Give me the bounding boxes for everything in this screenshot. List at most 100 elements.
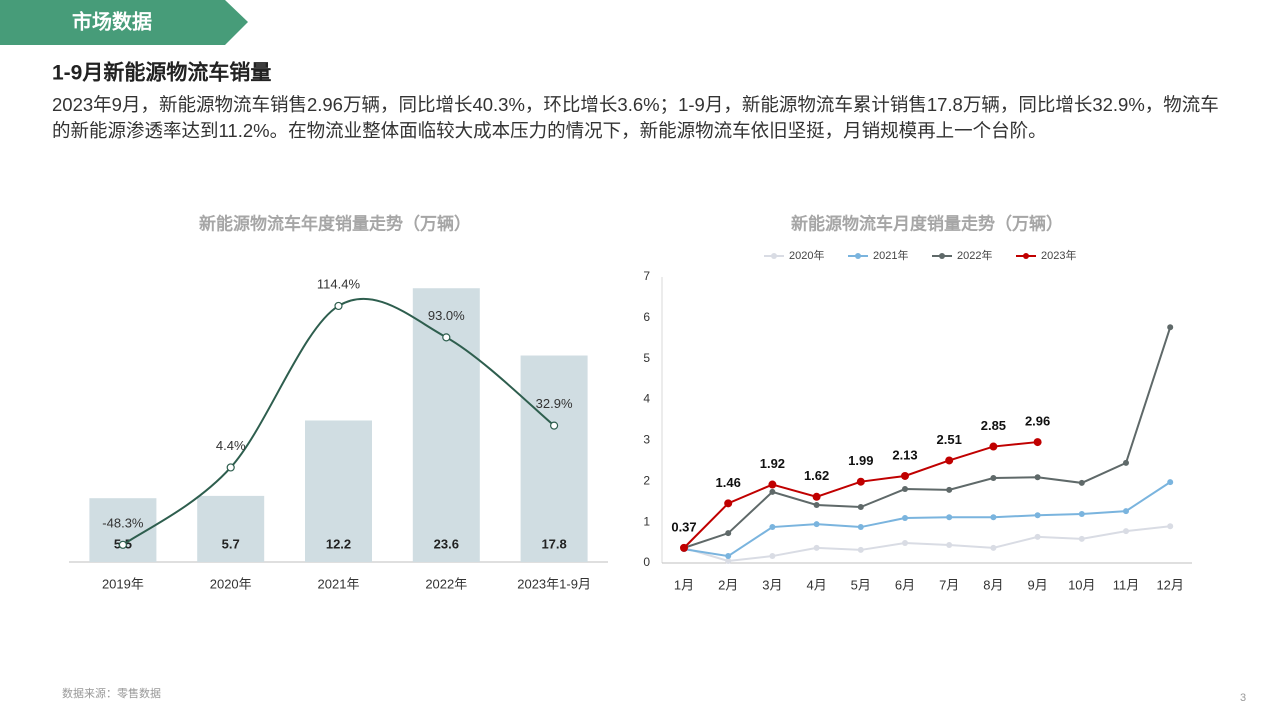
growth-point — [334, 301, 343, 311]
point — [1123, 508, 1129, 515]
point — [1078, 510, 1085, 517]
point — [1078, 479, 1085, 486]
bar — [197, 495, 265, 562]
point — [769, 488, 776, 495]
point — [680, 543, 688, 552]
point — [813, 501, 820, 508]
point — [1033, 438, 1042, 447]
point — [769, 553, 776, 560]
point — [725, 557, 732, 564]
y-tick-label: 2 — [643, 473, 650, 487]
chart-title: 新能源物流车月度销量走势（万辆） — [791, 213, 1063, 233]
point — [902, 539, 908, 546]
x-tick-label: 5月 — [851, 577, 871, 592]
point — [857, 504, 864, 511]
growth-label: 93.0% — [428, 308, 465, 323]
data-label: 2.51 — [937, 432, 962, 447]
point — [1034, 474, 1041, 481]
point — [990, 514, 997, 521]
x-tick-label: 1月 — [674, 577, 694, 592]
y-tick-label: 5 — [643, 351, 650, 365]
x-tick-label: 6月 — [895, 577, 915, 592]
growth-label: 4.4% — [216, 438, 246, 453]
y-tick-label: 3 — [643, 433, 650, 447]
point — [857, 546, 864, 553]
legend-label: 2021年 — [873, 248, 908, 262]
tag-bg — [0, 0, 248, 45]
point — [989, 442, 998, 451]
point — [990, 475, 997, 482]
point — [1167, 324, 1174, 331]
point — [813, 521, 820, 528]
point — [1123, 459, 1129, 466]
point — [724, 499, 733, 508]
growth-label: 114.4% — [317, 276, 361, 291]
point — [946, 542, 953, 549]
x-tick-label: 2021年 — [318, 576, 360, 591]
data-label: 1.99 — [848, 453, 873, 468]
point — [902, 486, 908, 493]
point — [1123, 528, 1129, 535]
legend-label: 2023年 — [1041, 248, 1076, 262]
y-tick-label: 0 — [643, 555, 650, 569]
x-tick-label: 9月 — [1027, 577, 1047, 592]
point — [768, 480, 777, 489]
legend-marker — [771, 253, 777, 259]
legend-marker — [855, 253, 861, 259]
series-line — [683, 481, 1171, 558]
x-tick-label: 2019年 — [102, 576, 144, 591]
x-tick-label: 2022年 — [425, 576, 467, 591]
series-line — [683, 326, 1172, 549]
growth-label: 32.9% — [536, 396, 573, 411]
x-tick-label: 4月 — [806, 577, 826, 592]
data-label: 2.13 — [892, 447, 917, 462]
x-tick-label: 11月 — [1113, 577, 1140, 592]
point — [813, 544, 820, 551]
x-tick-label: 2023年1-9月 — [517, 576, 591, 591]
point — [769, 524, 776, 531]
body-text: 2023年9月，新能源物流车销售2.96万辆，同比增长40.3%，环比增长3.6… — [52, 94, 1219, 141]
point — [1034, 533, 1041, 540]
point — [1078, 535, 1085, 542]
data-label: 2.85 — [981, 418, 1006, 433]
growth-point — [226, 463, 235, 472]
page-number: 3 — [1240, 692, 1246, 704]
chart-title: 新能源物流车年度销量走势（万辆） — [199, 213, 471, 233]
growth-point — [118, 540, 128, 549]
x-tick-label: 7月 — [939, 577, 959, 592]
point — [946, 486, 953, 493]
data-label: 1.46 — [716, 475, 741, 490]
point — [812, 492, 821, 501]
data-label: 1.92 — [760, 456, 785, 471]
x-tick-label: 2020年 — [210, 576, 252, 591]
y-tick-label: 6 — [643, 310, 650, 324]
growth-label: -48.3% — [102, 515, 144, 530]
point — [1034, 512, 1041, 519]
bar — [412, 288, 480, 562]
point — [725, 530, 732, 537]
data-label: 17.8 — [541, 536, 566, 551]
legend-marker — [939, 253, 945, 259]
bar — [520, 355, 588, 562]
point — [990, 544, 997, 551]
title: 1-9月新能源物流车销量 — [52, 61, 271, 85]
data-label: 0.37 — [671, 519, 696, 534]
x-tick-label: 3月 — [762, 577, 782, 592]
legend-label: 2020年 — [789, 248, 824, 262]
point — [1167, 523, 1174, 530]
growth-point — [549, 421, 559, 430]
growth-line — [122, 297, 555, 546]
point — [725, 553, 732, 560]
growth-point — [442, 333, 451, 342]
y-tick-label: 1 — [643, 514, 650, 528]
y-tick-label: 7 — [643, 269, 650, 283]
legend-marker — [1023, 253, 1029, 259]
point — [902, 515, 908, 522]
legend-label: 2022年 — [957, 248, 992, 262]
x-tick-label: 2月 — [718, 577, 738, 592]
series-line — [683, 525, 1171, 562]
data-label: 5.7 — [222, 536, 240, 551]
bar — [305, 420, 372, 562]
